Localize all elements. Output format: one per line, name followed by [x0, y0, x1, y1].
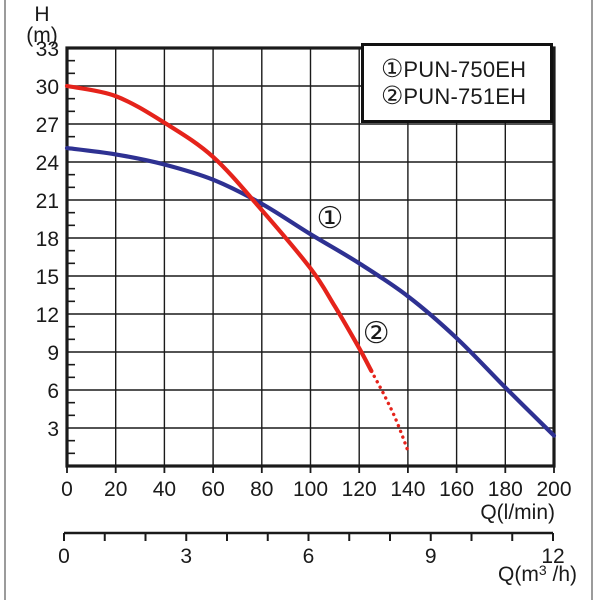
x-tick-labels: 0 20 40 60 80 100 120 140 160 180 200	[61, 478, 571, 501]
left-frame-line	[4, 0, 6, 600]
svg-text:120: 120	[342, 478, 377, 501]
secondary-x-axis-unit-label: Q(m3 /h)	[498, 562, 577, 587]
legend-symbol-1: ①	[381, 55, 404, 83]
svg-text:15: 15	[36, 266, 59, 289]
legend: ① PUN-750EH ② PUN-751EH	[361, 43, 553, 123]
curve-1-annotation: ①	[316, 202, 344, 235]
primary-x-axis-unit-label: Q(l/min)	[480, 501, 555, 524]
svg-text:180: 180	[488, 478, 523, 501]
svg-text:20: 20	[104, 478, 127, 501]
y-tick-labels: 3 6 9 12 15 18 21 24 27 30 33	[36, 38, 60, 441]
svg-text:0: 0	[58, 545, 70, 568]
legend-symbol-2: ②	[381, 82, 404, 110]
pump-curve-2-pun-751eh-solid	[64, 83, 374, 374]
y-axis-title-line2: (m)	[26, 24, 58, 48]
right-frame-line	[591, 0, 593, 600]
secondary-unit-sup: 3	[538, 562, 547, 578]
svg-text:140: 140	[390, 478, 425, 501]
svg-text:12: 12	[541, 545, 564, 568]
svg-text:60: 60	[201, 478, 224, 501]
secondary-x-axis: 0 3 6 9 12	[58, 531, 565, 568]
svg-text:6: 6	[47, 380, 59, 403]
svg-text:40: 40	[153, 478, 176, 501]
svg-text:12: 12	[36, 304, 59, 327]
svg-text:27: 27	[36, 114, 59, 137]
pump-curve-1-pun-750eh	[64, 146, 557, 438]
svg-text:24: 24	[36, 152, 60, 175]
plot-border	[65, 46, 556, 468]
legend-label-2: PUN-751EH	[403, 83, 527, 109]
svg-text:33: 33	[36, 38, 59, 61]
legend-label-1: PUN-750EH	[403, 56, 527, 82]
svg-text:80: 80	[250, 478, 273, 501]
svg-text:30: 30	[36, 76, 59, 99]
curve-2-annotation: ②	[362, 317, 390, 351]
svg-text:160: 160	[439, 478, 474, 501]
svg-text:9: 9	[47, 342, 59, 365]
svg-text:3: 3	[47, 418, 59, 441]
y-axis-title-line1: H	[34, 3, 50, 26]
secondary-unit-pre: Q(m	[498, 563, 539, 586]
legend-row-2: ② PUN-751EH	[381, 84, 550, 109]
svg-text:6: 6	[303, 545, 315, 568]
svg-text:3: 3	[180, 545, 192, 568]
pump-curve-2-pun-751eh-dotted-tail	[369, 369, 410, 453]
svg-text:0: 0	[61, 478, 73, 501]
y-axis-title: H (m)	[14, 4, 70, 47]
svg-text:21: 21	[36, 190, 59, 213]
svg-text:200: 200	[536, 478, 571, 501]
svg-text:18: 18	[36, 228, 59, 251]
svg-text:100: 100	[293, 478, 328, 501]
svg-text:9: 9	[425, 545, 437, 568]
secondary-unit-post: /h)	[546, 563, 577, 586]
legend-row-1: ① PUN-750EH	[381, 57, 550, 82]
